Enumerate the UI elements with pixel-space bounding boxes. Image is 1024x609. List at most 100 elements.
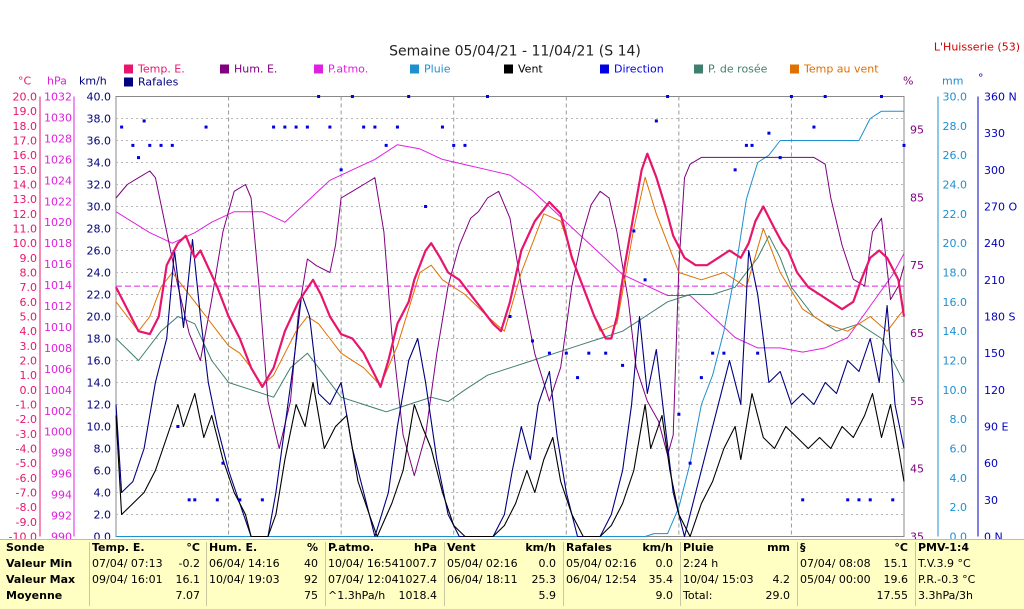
- temp-tick: -9.0: [16, 516, 37, 529]
- hum-tick: 75: [910, 259, 924, 272]
- legend-swatch: [410, 64, 419, 74]
- series-layer: [115, 95, 906, 538]
- rain-tick: 4.0: [950, 472, 968, 485]
- stats-separator: [444, 542, 445, 606]
- direction-point: [395, 125, 399, 129]
- temp-tick: -4.0: [16, 443, 37, 456]
- legend-swatch: [600, 64, 609, 74]
- stats-cell: 07/04/ 12:04 1027.4: [328, 572, 441, 588]
- wind-unit-label: km/h: [79, 75, 107, 88]
- stats-cell: 2:24 h: [683, 556, 794, 572]
- hum-tick: 55: [910, 395, 924, 408]
- stats-column-unit: %: [306, 541, 318, 554]
- stats-column-header: § °C: [800, 540, 912, 556]
- dir-tick: 150: [984, 347, 1005, 360]
- direction-point: [260, 498, 264, 502]
- direction-point: [131, 143, 135, 147]
- direction-point: [744, 143, 748, 147]
- wind-tick: 26.0: [87, 245, 112, 258]
- stats-column-unit: °C: [186, 541, 200, 554]
- stats-cell-label: 06/04/ 12:54: [566, 573, 637, 586]
- press-tick: 1016: [44, 258, 72, 271]
- press-tick: 1014: [44, 279, 72, 292]
- wind-tick: 22.0: [87, 289, 112, 302]
- legend-label: Hum. E.: [234, 63, 277, 76]
- stats-cell-label: 10/04/ 19:03: [209, 573, 280, 586]
- temp-tick: -3.0: [16, 428, 37, 441]
- stats-cell-value: 92: [304, 573, 318, 586]
- stats-separator: [797, 542, 798, 606]
- stats-cell-value: 19.6: [883, 573, 909, 586]
- hum-unit-label: %: [903, 75, 913, 88]
- stats-cell-label: 10/04/ 16:54: [328, 557, 399, 570]
- stats-cell-value: 1018.4: [398, 589, 438, 602]
- stats-column-header: Vent km/h: [447, 540, 560, 556]
- direction-point: [362, 125, 366, 129]
- temp-tick: 19.0: [13, 105, 38, 118]
- direction-point: [407, 95, 411, 98]
- stats-column-title: §: [800, 541, 806, 554]
- press-tick: 1000: [44, 426, 72, 439]
- temp-tick: 14.0: [13, 179, 38, 192]
- stats-column-header: Hum. E.%: [209, 540, 322, 556]
- direction-point: [666, 95, 670, 98]
- stats-separator: [206, 542, 207, 606]
- press-tick: 1020: [44, 216, 72, 229]
- direction-point: [424, 205, 428, 208]
- direction-point: [722, 351, 726, 355]
- stats-cell: 05/04/ 02:16 0.0: [447, 556, 560, 572]
- stats-cell: 07/04/ 08:08 15.1: [800, 556, 912, 572]
- rain-tick: 30.0: [943, 91, 968, 104]
- direction-point: [238, 498, 242, 502]
- temp-tick: 13.0: [13, 193, 38, 206]
- hum-tick: 65: [910, 327, 924, 340]
- hum-tick: 85: [910, 191, 924, 204]
- wind-tick: 12.0: [87, 399, 112, 412]
- wind-tick: 16.0: [87, 355, 112, 368]
- stats-cell: 06/04/ 12:54 35.4: [566, 572, 677, 588]
- stats-cell-label: 3.3hPa/3h: [918, 589, 974, 602]
- direction-point: [576, 376, 580, 380]
- wind-tick: 14.0: [87, 377, 112, 390]
- stats-cell-label: ^1.3hPa/h: [328, 589, 386, 602]
- press-tick: 1018: [44, 237, 72, 250]
- press-tick: 1006: [44, 363, 72, 376]
- temp-tick: 6.0: [20, 296, 38, 309]
- direction-point: [868, 498, 872, 502]
- direction-point: [159, 143, 163, 147]
- temp-tick: 10.0: [13, 237, 38, 250]
- wind-tick: 2.0: [94, 509, 112, 522]
- direction-point: [711, 351, 715, 355]
- direction-point: [902, 143, 906, 147]
- hum-tick: 95: [910, 124, 924, 137]
- temp-tick: -6.0: [16, 472, 37, 485]
- direction-point: [767, 131, 771, 135]
- press-unit-label: hPa: [47, 75, 67, 88]
- direction-point: [823, 95, 827, 98]
- temp-tick: 15.0: [13, 164, 38, 177]
- stats-cell: 06/04/ 14:16 40: [209, 556, 322, 572]
- legend-swatch: [124, 64, 133, 74]
- rafales-line: [115, 238, 905, 538]
- stats-cell-value: 4.2: [772, 573, 791, 586]
- stats-cell: 75: [209, 588, 322, 604]
- temp-tick: -5.0: [16, 457, 37, 470]
- stats-separator: [325, 542, 326, 606]
- wind-tick: 38.0: [87, 113, 112, 126]
- direction-point: [215, 498, 219, 502]
- stats-cell: 5.9: [447, 588, 560, 604]
- grid: [116, 96, 904, 537]
- direction-point: [621, 363, 625, 367]
- stats-cell-value: 0.0: [655, 557, 674, 570]
- stats-cell-value: 0.0: [538, 557, 557, 570]
- rain-tick: 28.0: [943, 120, 968, 133]
- stats-separator: [680, 542, 681, 606]
- dir-tick: 30: [984, 494, 998, 507]
- direction-point: [170, 143, 174, 147]
- dir-tick: 240: [984, 237, 1005, 250]
- rain-tick: 18.0: [943, 267, 968, 280]
- press-tick: 1026: [44, 153, 72, 166]
- stats-cell-label: 05/04/ 02:16: [447, 557, 518, 570]
- direction-point: [283, 125, 287, 129]
- direction-point: [677, 412, 681, 416]
